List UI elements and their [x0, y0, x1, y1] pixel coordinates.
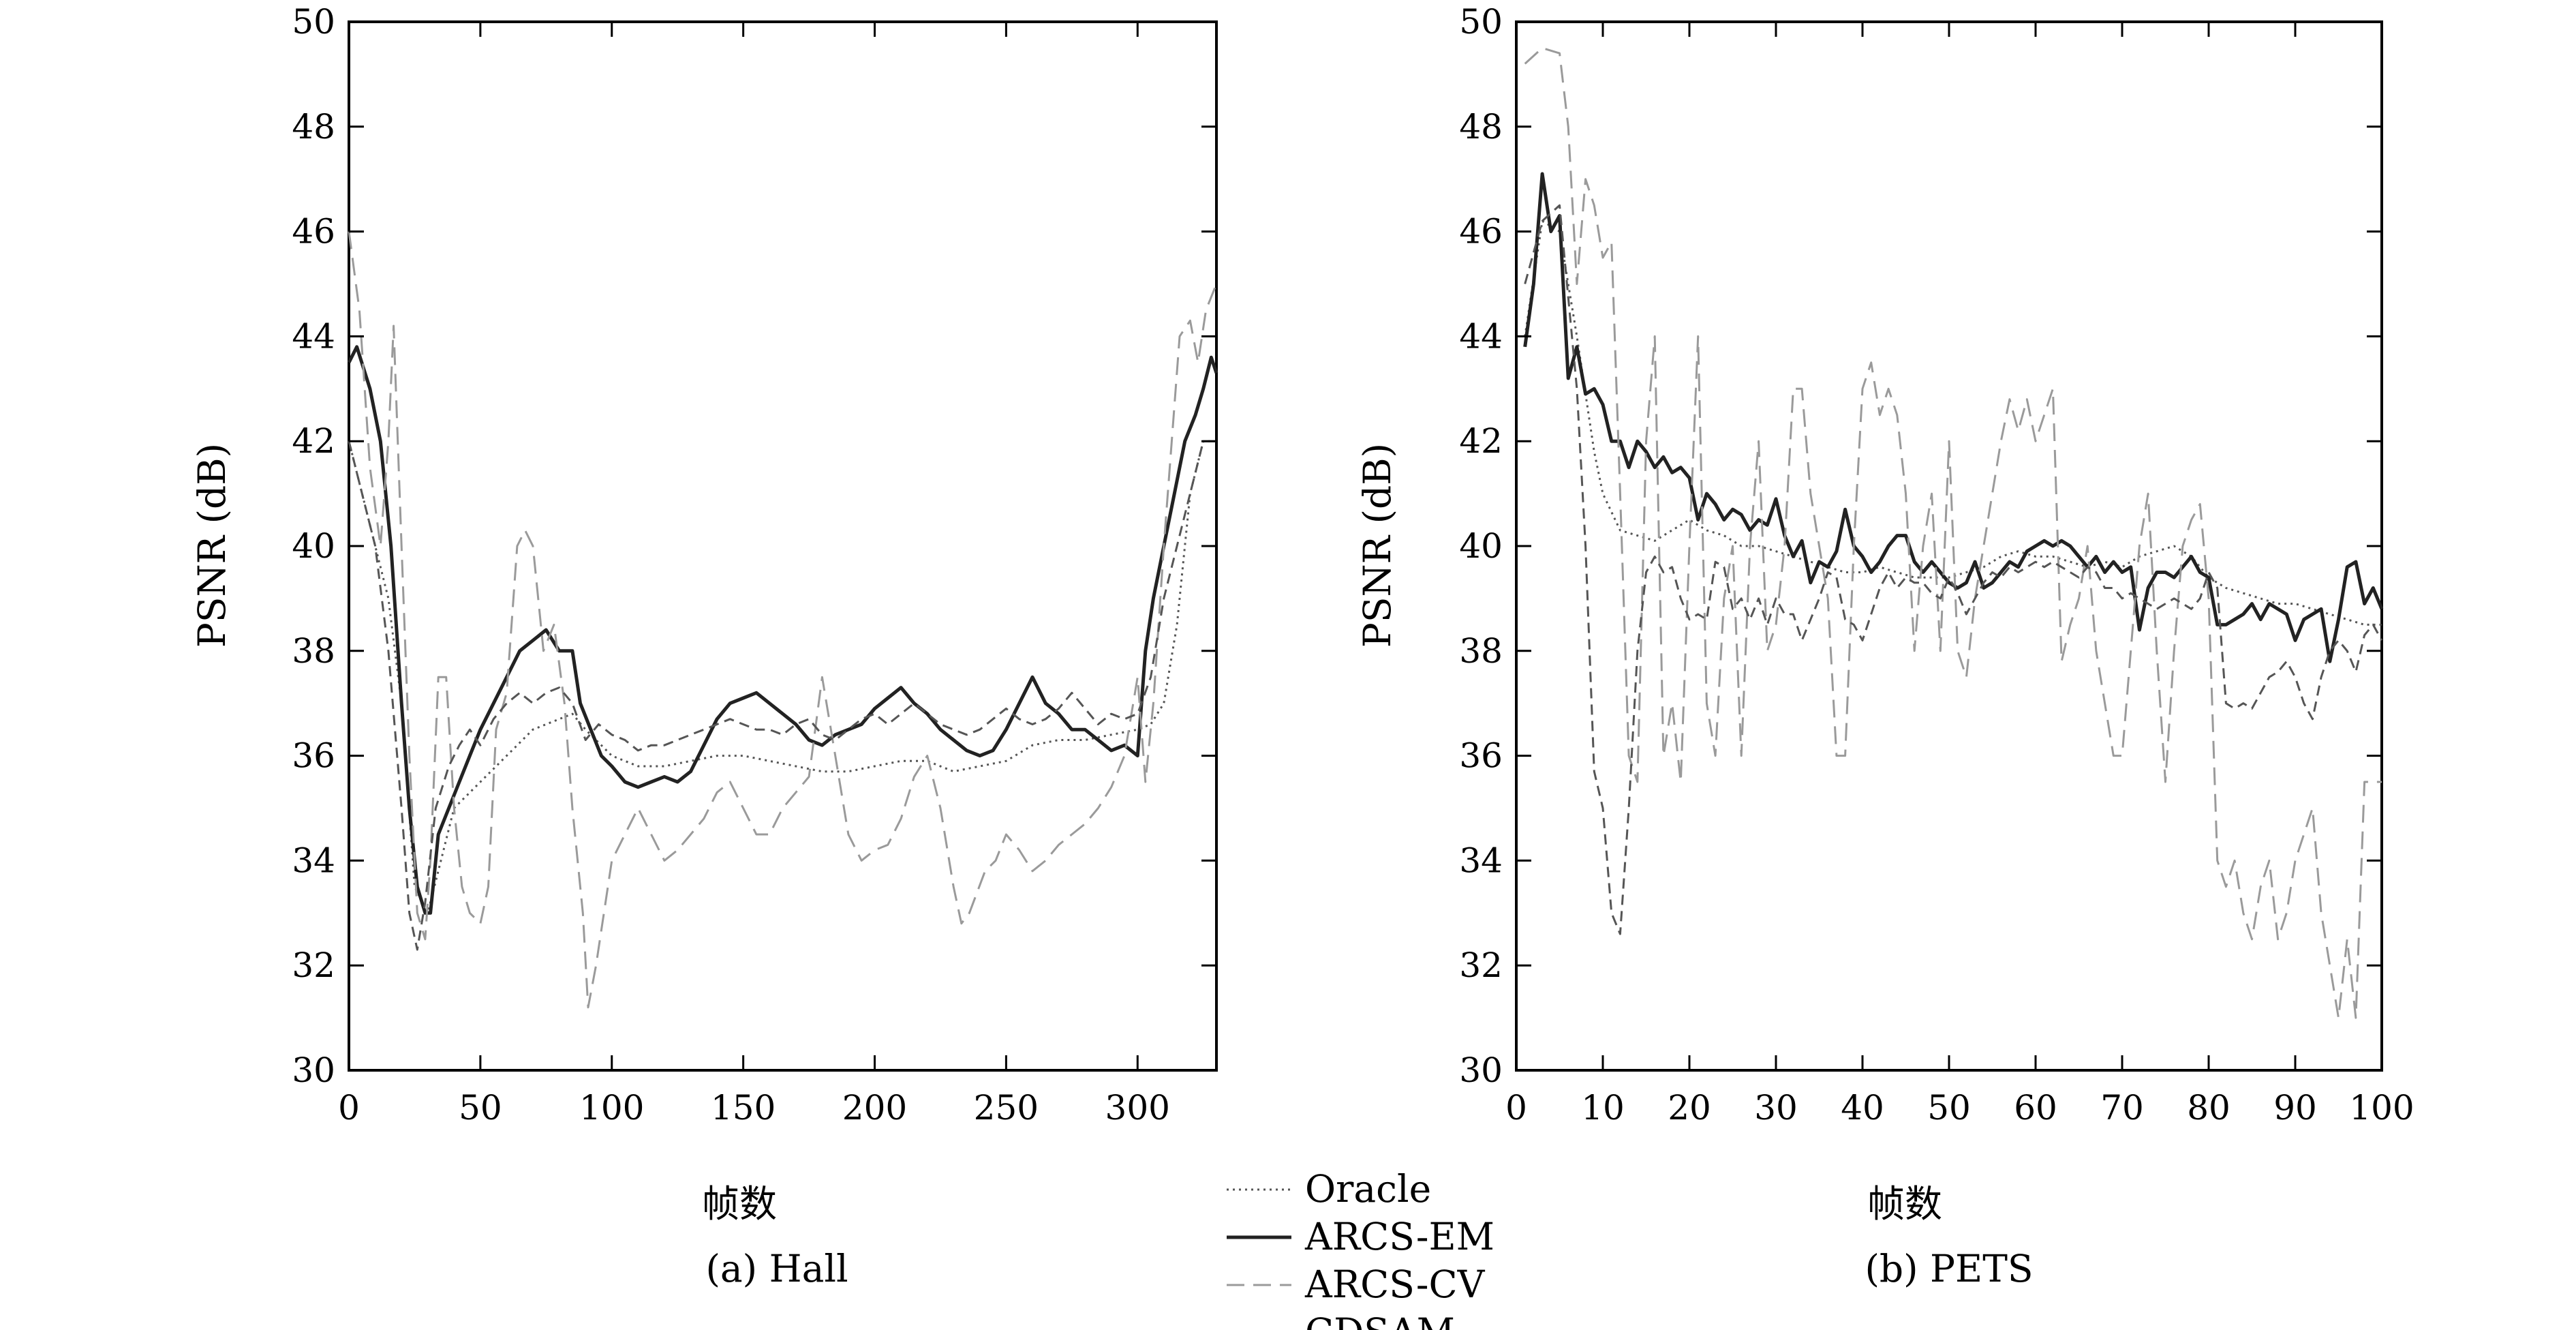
panel-hall: 0 50 100 150 200 250 300 30 32 34 36 38 40 42 44 46 48 5… — [190, 2, 1218, 1290]
legend-label-oracle: Oracle — [1305, 1167, 1431, 1211]
panel-hall-series-arcs-em — [347, 345, 1218, 915]
panel-pets-ylabel: PSNR (dB) — [1355, 443, 1399, 648]
panel-pets-x-tick-label: 40 — [1841, 1088, 1884, 1128]
legend-label-arcs-cv: ARCS-CV — [1304, 1263, 1486, 1306]
panel-hall-y-tick-label: 32 — [292, 946, 335, 985]
panel-pets-axes-box — [1515, 20, 2383, 1072]
panel-hall-axes-box — [348, 20, 1218, 1072]
panel-pets-y-tick-label: 38 — [1459, 631, 1503, 671]
panel-pets-y-tick-label: 50 — [1459, 2, 1503, 42]
panel-hall-x-ticks: 0 50 100 150 200 250 300 — [338, 22, 1170, 1128]
panel-hall-y-tick-label: 44 — [292, 316, 335, 356]
panel-pets-y-tick-label: 32 — [1459, 946, 1503, 985]
legend-label-arcs-em: ARCS-EM — [1304, 1215, 1494, 1258]
panel-pets-x-tick-label: 80 — [2187, 1088, 2230, 1128]
panel-hall-x-tick-label: 150 — [711, 1088, 776, 1128]
panel-pets-y-tick-label: 48 — [1459, 107, 1503, 147]
panel-hall-y-tick-label: 38 — [292, 631, 335, 671]
panel-pets: 0 10 20 30 40 50 60 70 80 90 100 30 32 34 36 38 40 42 44 4… — [1355, 2, 2414, 1290]
panel-pets-frame — [1515, 20, 2383, 1072]
panel-hall-y-tick-label: 40 — [292, 526, 335, 566]
panel-hall-series-cdsam — [348, 440, 1216, 951]
panel-pets-xlabel: 帧数 — [1867, 1182, 1942, 1226]
panel-hall-y-tick-label: 48 — [292, 107, 335, 147]
panel-pets-x-tick-label: 60 — [2014, 1088, 2057, 1128]
panel-hall-xlabel: 帧数 — [702, 1182, 777, 1226]
panel-pets-x-tick-label: 90 — [2273, 1088, 2317, 1128]
panel-hall-series-arcs-cv — [348, 231, 1218, 1009]
panel-hall-x-tick-label: 250 — [974, 1088, 1039, 1128]
panel-hall-x-tick-label: 300 — [1105, 1088, 1170, 1128]
panel-hall-x-tick-label: 50 — [459, 1088, 502, 1128]
legend-label-cdsam: CDSAM — [1305, 1310, 1455, 1330]
panel-hall-y-tick-label: 46 — [292, 212, 335, 252]
panel-hall-x-tick-label: 0 — [338, 1088, 360, 1128]
panel-hall-caption: (a) Hall — [705, 1247, 848, 1290]
panel-pets-series-cdsam — [1524, 204, 2383, 935]
panel-pets-x-tick-label: 0 — [1505, 1088, 1527, 1128]
panel-pets-series — [1523, 47, 2384, 1019]
panel-pets-y-tick-label: 46 — [1459, 212, 1503, 252]
panel-pets-x-tick-label: 50 — [1927, 1088, 1971, 1128]
panel-hall-ylabel: PSNR (dB) — [190, 443, 234, 648]
panel-pets-x-tick-label: 20 — [1668, 1088, 1711, 1128]
panel-pets-y-tick-label: 36 — [1459, 736, 1503, 776]
panel-pets-y-tick-label: 34 — [1459, 841, 1503, 880]
panel-hall-y-tick-label: 36 — [292, 736, 335, 776]
panel-hall-y-tick-label: 30 — [292, 1051, 335, 1090]
panel-pets-y-tick-label: 44 — [1459, 316, 1503, 356]
panel-pets-y-tick-label: 42 — [1459, 421, 1503, 461]
panel-pets-caption: (b) PETS — [1865, 1247, 2033, 1290]
panel-pets-x-tick-label: 10 — [1581, 1088, 1625, 1128]
panel-pets-series-arcs-em — [1523, 172, 2384, 663]
panel-hall-series-oracle — [348, 440, 1216, 914]
panel-hall-y-tick-label: 50 — [292, 2, 335, 42]
panel-pets-y-tick-label: 30 — [1459, 1051, 1503, 1090]
panel-hall-x-tick-label: 200 — [842, 1088, 907, 1128]
panel-pets-x-tick-label: 100 — [2349, 1088, 2414, 1128]
panel-pets-x-tick-label: 70 — [2100, 1088, 2144, 1128]
panel-hall-y-tick-label: 34 — [292, 841, 335, 880]
panel-pets-x-ticks: 0 10 20 30 40 50 60 70 80 90 100 — [1505, 22, 2414, 1128]
panel-pets-series-oracle — [1524, 220, 2382, 626]
panel-hall-y-tick-label: 42 — [292, 421, 335, 461]
panel-pets-y-tick-label: 40 — [1459, 526, 1503, 566]
panel-hall-y-ticks: 30 32 34 36 38 40 42 44 46 48 50 — [292, 2, 1216, 1090]
panel-hall-x-tick-label: 100 — [579, 1088, 644, 1128]
panel-pets-y-ticks: 30 32 34 36 38 40 42 44 46 48 50 — [1459, 2, 2382, 1090]
panel-pets-series-arcs-cv — [1524, 47, 2382, 1019]
panel-hall-frame — [348, 20, 1218, 1072]
panel-pets-x-tick-label: 30 — [1754, 1088, 1798, 1128]
panel-hall-series — [347, 231, 1218, 1009]
